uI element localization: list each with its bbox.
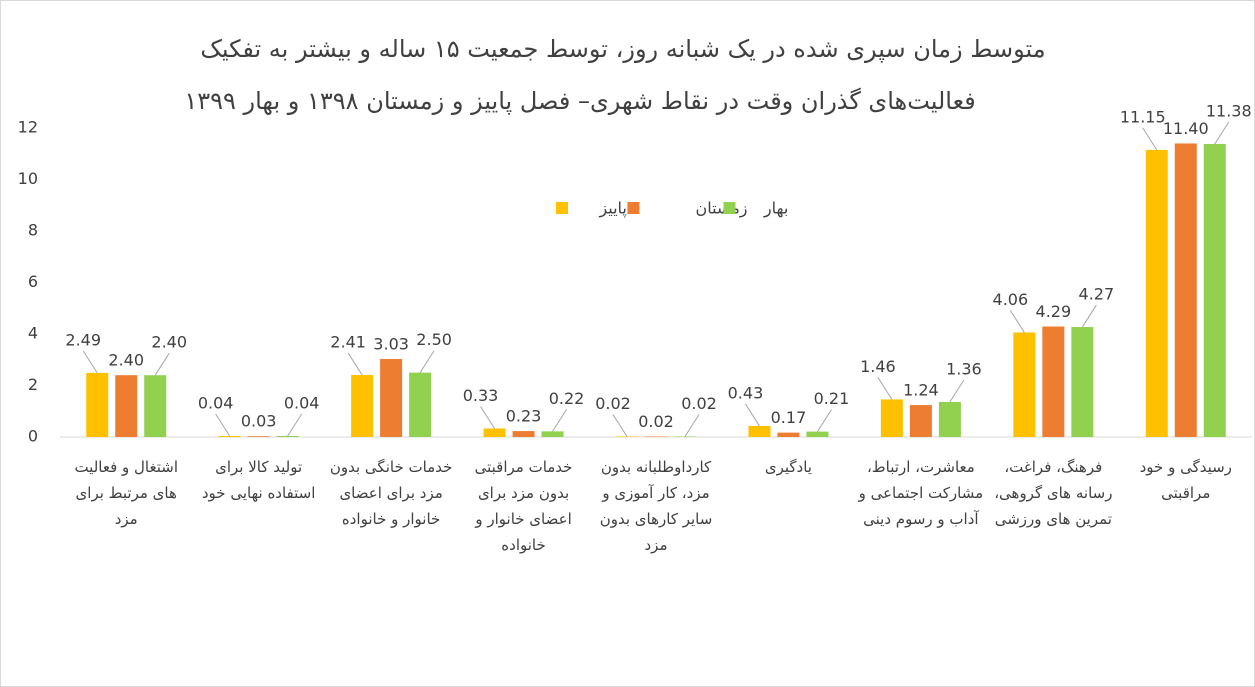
bar xyxy=(1071,327,1094,437)
bar xyxy=(1042,326,1065,437)
bar xyxy=(616,436,638,437)
data-label: 11.40 xyxy=(1163,119,1209,138)
data-label: 1.46 xyxy=(860,357,896,376)
legend-label: بهار xyxy=(763,199,788,219)
leader-line xyxy=(287,413,303,437)
leader-line xyxy=(817,409,832,432)
bar xyxy=(512,431,535,437)
data-label: 0.02 xyxy=(681,394,717,413)
bar xyxy=(541,431,564,437)
bar xyxy=(86,372,109,437)
chart-title: متوسط زمان سپری شده در یک شبانه روز، توس… xyxy=(200,35,1045,63)
leader-line xyxy=(552,409,567,432)
data-label: 4.06 xyxy=(993,290,1029,309)
bar xyxy=(748,425,771,437)
legend-swatch xyxy=(627,202,640,214)
x-tick-label: رسیدگی و خود مراقبتی xyxy=(1139,458,1232,502)
bar xyxy=(1145,149,1168,437)
bar xyxy=(909,405,932,437)
bar xyxy=(1174,143,1197,437)
data-label: 0.03 xyxy=(241,412,277,431)
leader-line xyxy=(1214,121,1230,145)
leader-line xyxy=(347,352,363,376)
bar xyxy=(938,401,961,437)
x-tick-label: اشتغال و فعالیت های مرتبط برای مزد xyxy=(74,458,178,528)
leader-line xyxy=(745,403,760,427)
bar xyxy=(1203,143,1226,437)
bar xyxy=(880,399,903,437)
y-tick-label: 0 xyxy=(28,427,38,446)
bar xyxy=(777,432,800,437)
bar xyxy=(351,374,374,437)
data-label: 0.17 xyxy=(771,408,807,427)
y-tick-label: 2 xyxy=(28,375,38,394)
bar xyxy=(409,372,432,437)
x-tick-label: تولید کالا برای استفاده نهایی خود xyxy=(201,458,316,502)
x-tick-label: معاشرت، ارتباط، مشارکت اجتماعی و آداب و … xyxy=(858,458,984,528)
x-tick-label: کارداوطلبانه بدون مزد، کار آموزی و سایر … xyxy=(599,458,713,554)
leader-line xyxy=(1142,127,1158,151)
leader-line xyxy=(82,350,98,374)
bar xyxy=(276,435,299,437)
data-label: 2.41 xyxy=(330,332,366,351)
data-label: 11.38 xyxy=(1206,101,1252,120)
data-label: 2.50 xyxy=(416,330,452,349)
leader-line xyxy=(419,350,435,373)
bar xyxy=(645,436,667,437)
bar xyxy=(380,358,403,437)
leader-line xyxy=(154,352,170,376)
leader-line xyxy=(949,379,965,403)
bar xyxy=(115,375,138,437)
data-label: 0.02 xyxy=(595,394,631,413)
chart-title: فعالیت‌های گذران وقت در نقاط شهری– فصل پ… xyxy=(184,87,975,115)
leader-line xyxy=(877,377,893,400)
data-label: 2.40 xyxy=(151,333,187,352)
data-label: 4.29 xyxy=(1036,302,1072,321)
data-label: 11.15 xyxy=(1120,107,1166,126)
legend-swatch xyxy=(556,202,568,214)
bar xyxy=(483,428,506,437)
y-tick-label: 6 xyxy=(28,272,38,291)
x-tick-label: خدمات خانگی بدون مزد برای اعضای خانوار و… xyxy=(329,458,453,528)
data-label: 0.22 xyxy=(549,389,585,408)
legend-label: زمستان xyxy=(695,199,747,219)
bar xyxy=(806,431,829,437)
legend-swatch xyxy=(723,202,736,214)
data-label: 0.43 xyxy=(728,383,764,402)
leader-line xyxy=(684,414,700,437)
bar xyxy=(144,375,167,437)
data-label: 1.24 xyxy=(903,381,939,400)
data-label: 2.49 xyxy=(65,330,101,349)
leader-line xyxy=(612,414,628,437)
bar xyxy=(218,435,241,437)
y-tick-label: 8 xyxy=(28,221,38,240)
data-label: 0.33 xyxy=(463,386,499,405)
data-label: 1.36 xyxy=(946,359,982,378)
bar xyxy=(674,436,696,437)
y-tick-label: 10 xyxy=(18,169,38,188)
leader-line xyxy=(215,413,231,437)
x-tick-label: یادگیری xyxy=(764,458,812,476)
data-label: 0.23 xyxy=(506,407,542,426)
data-label: 4.27 xyxy=(1079,285,1115,304)
data-label: 0.04 xyxy=(284,393,320,412)
y-tick-label: 12 xyxy=(18,118,38,137)
data-label: 2.40 xyxy=(108,351,144,370)
data-label: 0.04 xyxy=(198,393,234,412)
data-label: 0.21 xyxy=(814,389,850,408)
bar xyxy=(247,436,270,437)
legend-label: پاییز xyxy=(598,199,626,219)
x-tick-label: خدمات مراقبتی بدون مزد برای اعضای خانوار… xyxy=(474,458,573,554)
x-tick-label: فرهنگ، فراغت، رسانه های گروهی، تمرین های… xyxy=(994,458,1113,528)
leader-line xyxy=(1081,304,1097,328)
leader-line xyxy=(480,406,495,429)
bar xyxy=(1013,332,1036,437)
leader-line xyxy=(1009,310,1025,333)
data-label: 3.03 xyxy=(373,334,409,353)
data-label: 0.02 xyxy=(638,412,674,431)
y-tick-label: 4 xyxy=(28,324,38,343)
